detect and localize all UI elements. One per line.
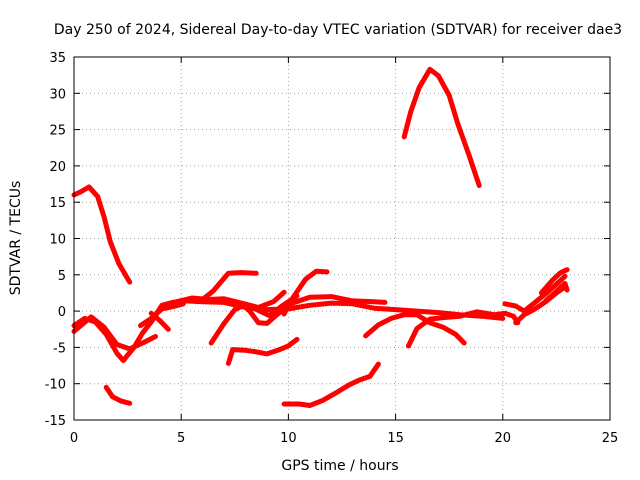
series-arc-7: [174, 289, 287, 310]
series-arc-1: [71, 184, 133, 285]
x-tick-label: 5: [177, 431, 185, 446]
x-tick-label: 20: [495, 431, 512, 446]
series-arc-17: [502, 273, 568, 314]
axis-ticks: 0 5 10 15 20 25 -15 -10 -5 0 5 10 15 20 25 30 35: [45, 51, 619, 446]
series-arc-2: [103, 384, 133, 406]
grid: [74, 57, 610, 420]
x-tick-label: 15: [387, 431, 404, 446]
series-arc-15: [401, 66, 482, 188]
x-tick-label: 0: [70, 431, 78, 446]
chart-title: Day 250 of 2024, Sidereal Day-to-day VTE…: [54, 22, 622, 38]
y-tick-label: 10: [49, 233, 66, 248]
series-arc-11: [225, 336, 300, 366]
y-tick-label: 25: [49, 124, 66, 139]
y-axis-label: SDTVAR / TECUs: [8, 181, 24, 296]
series-arc-16: [406, 309, 521, 349]
series-arc-13: [281, 361, 381, 408]
x-axis-label: GPS time / hours: [281, 458, 398, 474]
series-arc-3: [71, 298, 506, 363]
x-tick-label: 25: [602, 431, 619, 446]
y-tick-label: -10: [45, 378, 66, 393]
series-arc-12: [281, 268, 330, 317]
data-series: [71, 66, 570, 408]
x-tick-label: 10: [280, 431, 297, 446]
series-arc-4: [71, 314, 158, 352]
y-tick-label: 30: [49, 87, 66, 102]
series-arc-20: [543, 281, 570, 304]
y-tick-label: 35: [49, 51, 66, 66]
y-tick-label: -5: [53, 341, 66, 356]
series-arc-10: [208, 293, 300, 346]
series-arc-5: [138, 301, 186, 329]
series-arc-8: [200, 270, 259, 302]
series-arc-6: [148, 310, 171, 332]
y-tick-label: 20: [49, 160, 66, 175]
y-tick-label: 5: [58, 269, 66, 284]
series-arc-14: [363, 312, 467, 346]
y-tick-label: 15: [49, 196, 66, 211]
y-tick-label: 0: [58, 305, 66, 320]
y-tick-label: -15: [45, 414, 66, 429]
series-arc-19: [538, 267, 570, 296]
